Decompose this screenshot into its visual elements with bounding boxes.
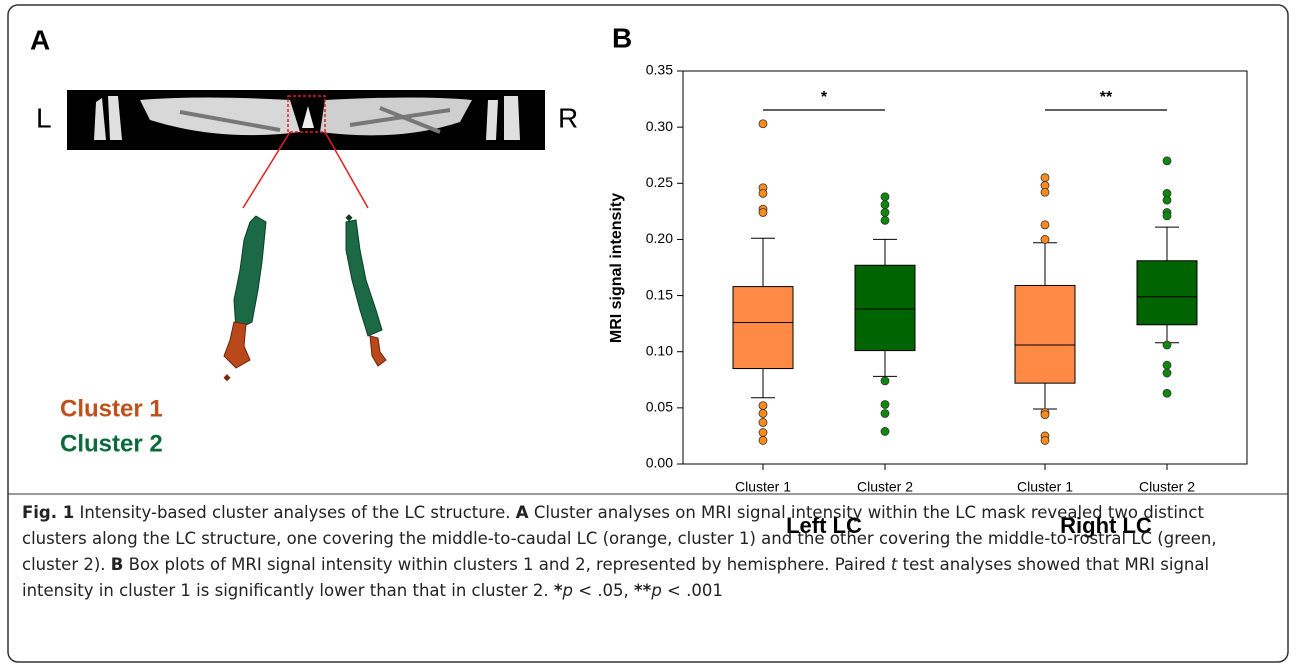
significance-label: * <box>821 89 828 106</box>
outlier <box>880 200 890 210</box>
legend-entry: Cluster 2 <box>60 430 163 457</box>
zoom-line <box>324 131 369 209</box>
outlier <box>880 208 890 217</box>
outlier <box>1162 211 1172 221</box>
outlier <box>758 436 768 445</box>
caption-text: test analyses showed that MRI signal int… <box>22 555 1210 600</box>
caption-text: < .001 <box>661 581 723 600</box>
side-label: L <box>36 102 52 133</box>
outlier <box>880 192 890 202</box>
outlier <box>1040 436 1050 445</box>
panel-label: A <box>30 24 50 55</box>
caption-text: Intensity-based cluster analyses of the … <box>74 503 516 522</box>
outlier <box>880 409 890 418</box>
y-tick-label: 0.30 <box>646 118 673 134</box>
outlier <box>758 418 768 427</box>
outlier <box>758 208 768 217</box>
y-tick-label: 0.20 <box>646 230 673 246</box>
outlier <box>1162 340 1172 350</box>
significance-label: ** <box>1100 89 1113 106</box>
caption-text: p <box>651 581 662 600</box>
outlier <box>758 428 768 437</box>
outlier <box>758 188 768 198</box>
caption-text: B <box>110 555 124 574</box>
x-tick-label: Cluster 1 <box>735 479 791 495</box>
caption-text: * <box>553 581 563 600</box>
outlier <box>880 427 890 436</box>
outlier <box>1040 173 1050 183</box>
caption-text: < .05, <box>573 581 635 600</box>
outlier <box>1040 187 1050 197</box>
caption-text: Box plots of MRI signal intensity within… <box>123 555 891 574</box>
box <box>1014 284 1076 384</box>
caption-label: Fig. 1 <box>22 503 75 522</box>
box <box>1136 260 1198 326</box>
box <box>854 264 916 352</box>
box <box>732 286 794 370</box>
caption-text: ** <box>634 581 652 600</box>
caption-text: Cluster analyses on MRI signal intensity… <box>22 503 1217 574</box>
lc-render-right <box>345 214 387 367</box>
y-tick-label: 0.10 <box>646 342 673 358</box>
group-label: Right LC <box>1060 513 1152 538</box>
x-tick-label: Cluster 2 <box>1139 479 1195 495</box>
outlier <box>758 409 768 418</box>
caption: Fig. 1 Intensity-based cluster analyses … <box>22 500 1272 604</box>
side-label: R <box>558 102 578 133</box>
outlier <box>880 400 890 409</box>
outlier <box>1162 388 1172 398</box>
caption-text: p <box>562 581 573 600</box>
panel-label: B <box>612 22 632 53</box>
outlier <box>1162 368 1172 378</box>
lc-render-left <box>223 215 267 382</box>
outlier <box>758 119 768 129</box>
group-label: Left LC <box>786 513 862 538</box>
y-axis-title: MRI signal intensity <box>608 193 625 343</box>
y-tick-label: 0.05 <box>646 399 673 415</box>
zoom-line <box>242 131 291 209</box>
figure-border <box>7 4 1289 663</box>
y-tick-label: 0.00 <box>646 455 673 471</box>
y-tick-label: 0.35 <box>646 62 673 78</box>
outlier <box>1162 360 1172 370</box>
mri-slice <box>67 90 545 150</box>
x-tick-label: Cluster 2 <box>857 479 913 495</box>
legend-entry: Cluster 1 <box>60 395 163 422</box>
x-tick-label: Cluster 1 <box>1017 479 1073 495</box>
outlier <box>1040 220 1050 230</box>
outlier <box>880 376 890 386</box>
outlier <box>880 215 890 225</box>
outlier <box>1162 195 1172 205</box>
y-tick-label: 0.15 <box>646 286 673 302</box>
plot-frame <box>682 70 1248 465</box>
outlier <box>1040 410 1050 419</box>
outlier <box>1040 235 1050 244</box>
y-tick-label: 0.25 <box>646 174 673 190</box>
caption-text: t <box>890 555 898 574</box>
caption-text: A <box>515 503 529 522</box>
outlier <box>1162 156 1172 166</box>
outlier <box>758 401 768 411</box>
